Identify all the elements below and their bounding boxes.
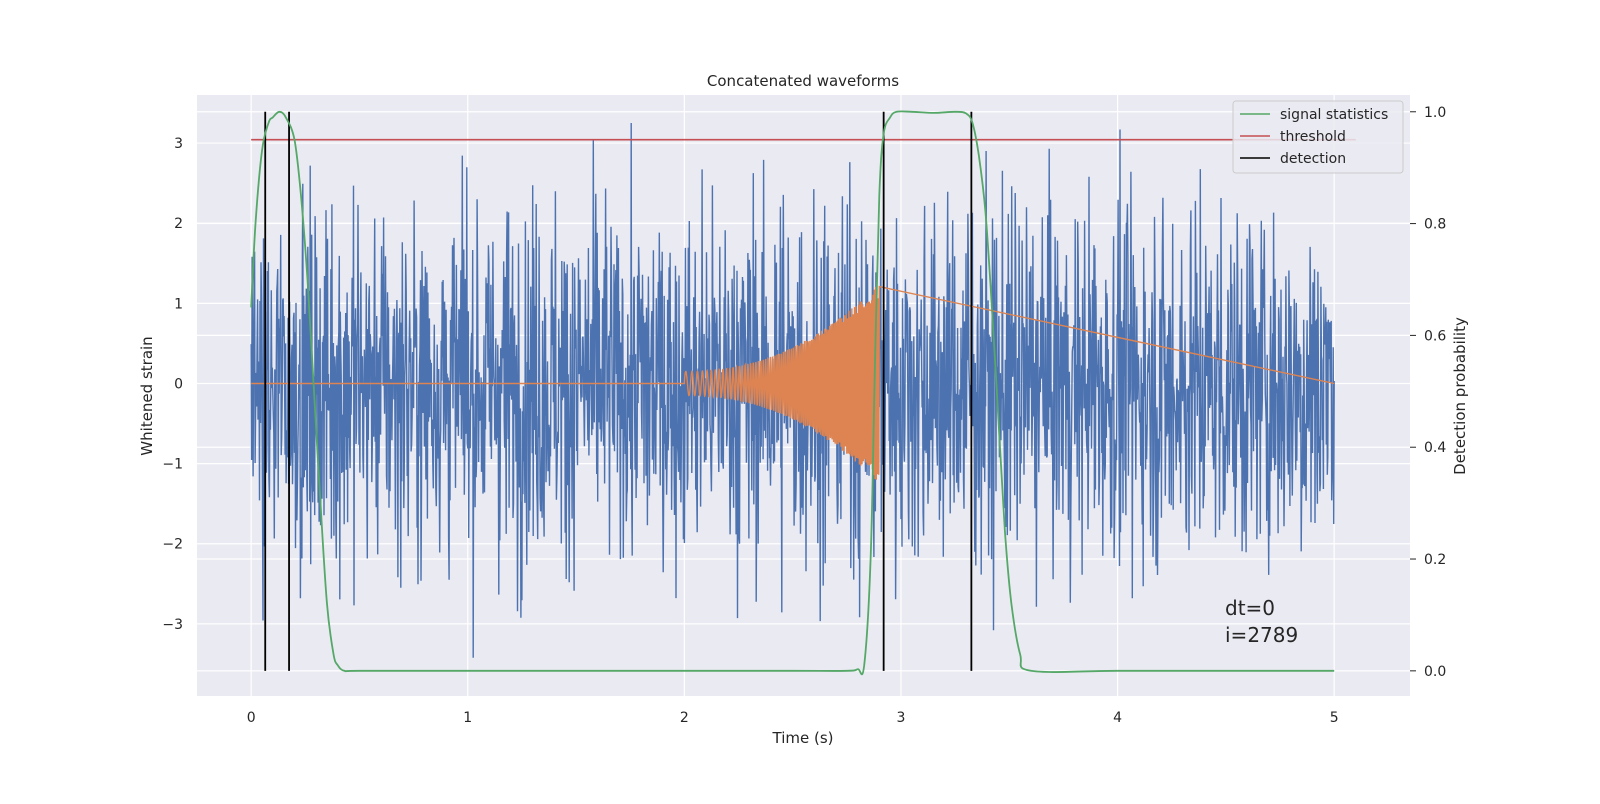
y-tick-label: 2 [174,216,183,232]
injected-waveform-line [251,285,1335,480]
chart-title: Concatenated waveforms [707,72,899,90]
x-axis-label: Time (s) [772,729,834,747]
annotation-i: i=2789 [1225,623,1298,647]
legend-label-signal-statistics: signal statistics [1280,107,1388,123]
injected-waveform-series [251,285,1335,480]
y-tick-label: 0 [174,376,183,392]
strain-series [250,122,1335,658]
y-tick-label: 1 [174,296,183,312]
x-tick-label: 4 [1113,710,1122,726]
right-y-axis-ticks: 0.0 0.2 0.4 0.6 0.8 1.0 [1410,105,1446,680]
annotation-dt: dt=0 [1225,596,1275,620]
y-axis-ticks: −3 −2 −1 0 1 2 3 [162,136,183,633]
y-tick-label: 3 [174,136,183,152]
right-y-tick-label: 0.0 [1424,664,1446,680]
x-tick-label: 2 [680,710,689,726]
x-axis-ticks: 0 1 2 3 4 5 [247,710,1339,726]
x-tick-label: 5 [1330,710,1339,726]
signal-statistics-line [250,110,1335,676]
legend-box [1232,100,1404,174]
right-y-tick-label: 0.8 [1424,217,1446,233]
y-tick-label: −1 [162,457,183,473]
detection-series [264,111,973,671]
right-y-tick-label: 0.6 [1424,328,1446,344]
right-y-tick-label: 0.4 [1424,440,1446,456]
x-tick-label: 1 [463,710,472,726]
strain-line [250,122,1335,658]
right-y-tick-label: 1.0 [1424,105,1446,121]
right-y-tick-label: 0.2 [1424,552,1446,568]
signal-statistics-series [250,110,1335,676]
y-tick-label: −3 [162,617,183,633]
right-y-axis-label: Detection probability [1451,317,1469,475]
y-axis-label: Whitened strain [138,336,156,455]
x-tick-label: 3 [897,710,906,726]
legend: signal statistics threshold detection [1232,100,1404,174]
legend-label-threshold: threshold [1280,129,1346,145]
y-tick-label: −2 [162,537,183,553]
legend-label-detection: detection [1280,151,1346,167]
x-tick-label: 0 [247,710,256,726]
